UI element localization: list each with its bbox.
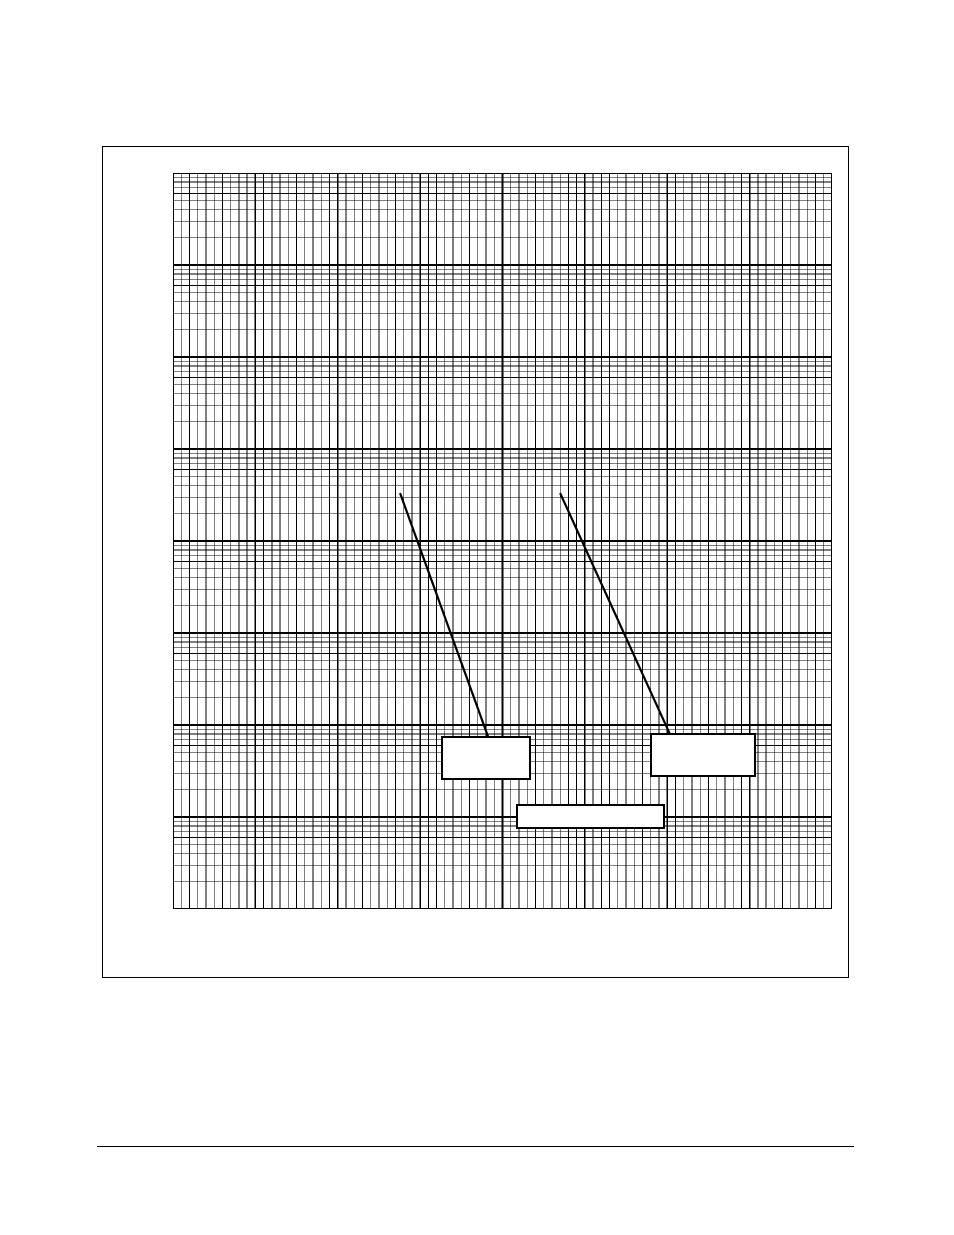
footer-rule bbox=[97, 1146, 854, 1147]
label-box-bottom bbox=[516, 804, 665, 829]
chart-plot bbox=[173, 173, 832, 909]
page bbox=[0, 0, 954, 1235]
label-box-left bbox=[441, 736, 531, 780]
label-box-right bbox=[650, 733, 756, 777]
